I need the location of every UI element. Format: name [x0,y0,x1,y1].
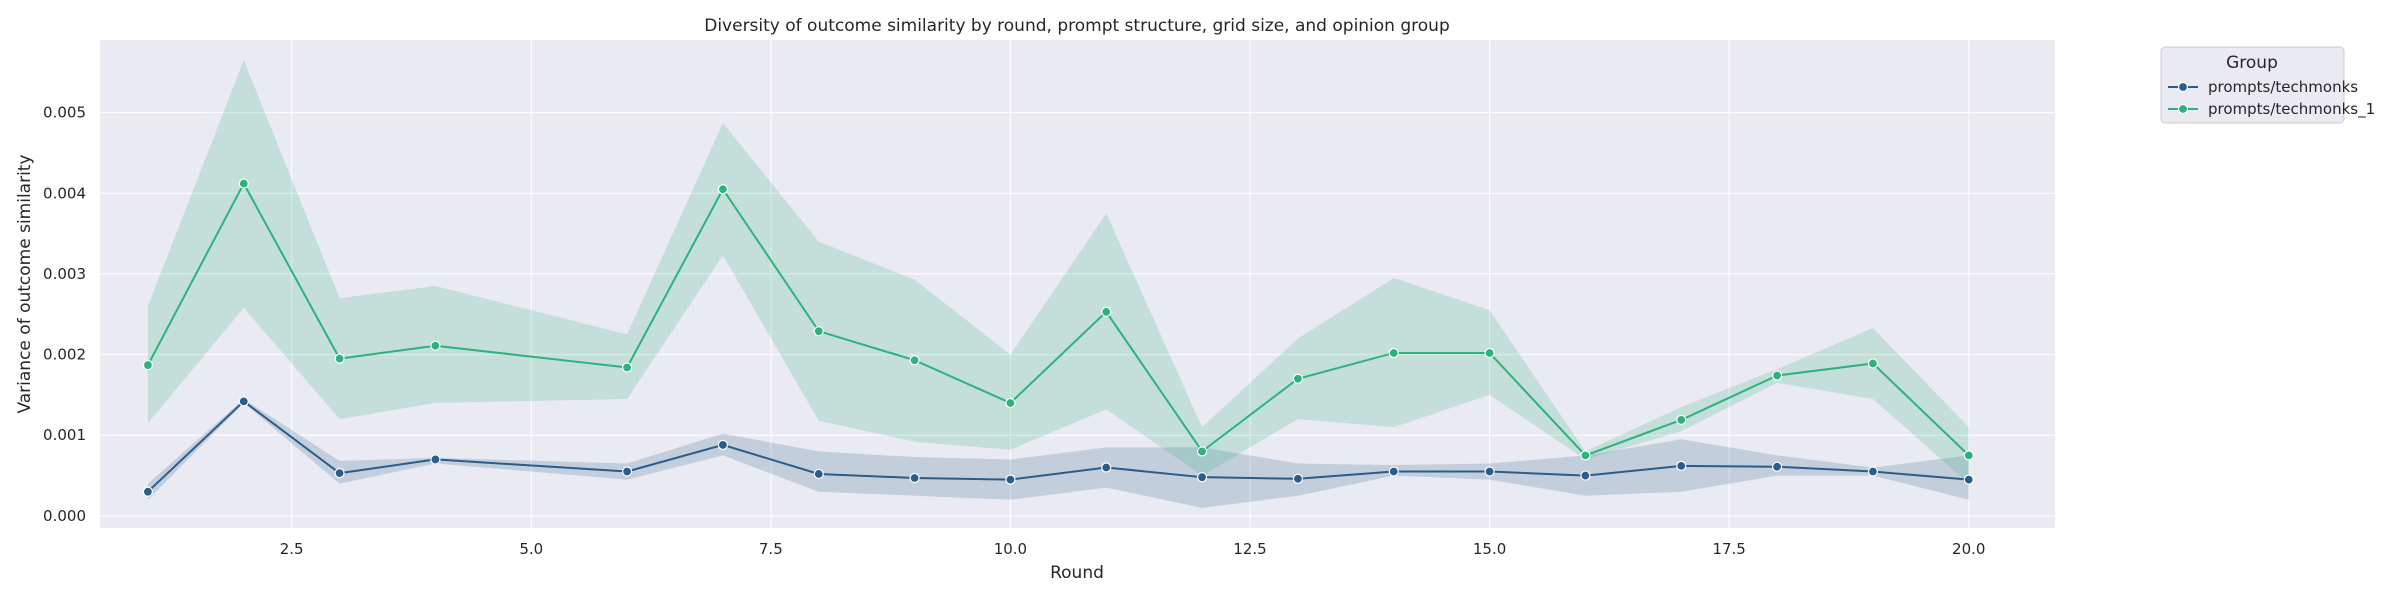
data-point [813,468,824,480]
legend-marker [2177,81,2189,93]
data-point [1867,466,1879,477]
data-point [1005,474,1016,485]
data-point [1292,373,1304,384]
data-point [238,396,249,407]
data-point [1388,347,1399,359]
data-point [142,486,154,497]
y-axis-label: Variance of outcome similarity [15,154,35,413]
data-point [430,340,441,351]
data-point [1005,397,1016,409]
data-point [334,353,345,364]
x-tick-label: 12.5 [1233,540,1266,558]
ci-band-series-1 [147,398,1969,508]
data-point [1484,466,1495,477]
series-markers [142,178,1974,497]
data-point [909,355,920,366]
data-point [1963,474,1974,485]
data-point [1771,370,1783,381]
data-point [717,439,729,451]
y-tick-label: 0.005 [43,104,86,122]
legend-label: prompts/techmonks [2208,78,2358,96]
data-point [1196,446,1208,457]
data-point [813,326,824,337]
legend-marker [2177,103,2189,115]
data-point [1388,466,1399,477]
data-point [1963,450,1974,461]
data-point [621,362,633,373]
y-tick-label: 0.001 [43,426,86,444]
data-point [717,184,729,195]
data-point [1196,472,1208,483]
data-point [1101,306,1112,317]
y-tick-label: 0.002 [43,346,86,364]
data-point [1580,470,1591,481]
legend-label: prompts/techmonks_1 [2208,100,2375,119]
y-tick-label: 0.003 [43,265,86,283]
x-tick-label: 15.0 [1473,540,1506,558]
chart-title: Diversity of outcome similarity by round… [704,16,1450,36]
y-tick-label: 0.000 [43,507,86,525]
x-axis-label: Round [1050,563,1104,583]
data-point [621,466,633,477]
x-tick-label: 10.0 [994,540,1027,558]
data-point [142,359,154,371]
data-point [1580,450,1591,461]
data-point [1101,462,1112,473]
data-point [1676,414,1687,426]
x-tick-label: 17.5 [1712,540,1745,558]
data-point [1292,473,1304,484]
y-tick-label: 0.004 [43,184,86,202]
data-point [1867,358,1879,369]
x-tick-label: 20.0 [1952,540,1985,558]
x-tick-label: 7.5 [759,540,783,558]
x-axis-ticks: 2.5 5.0 7.5 10.0 12.5 15.0 17.5 20.0 [280,540,1986,558]
y-axis-ticks: 0.000 0.001 0.002 0.003 0.004 0.005 [43,104,86,525]
data-point [909,472,920,484]
x-tick-label: 5.0 [519,540,543,558]
legend-box [2160,46,2345,124]
data-point [1484,347,1495,359]
data-point [430,454,441,465]
x-tick-label: 2.5 [280,540,304,558]
data-point [1771,461,1783,472]
data-point [1676,460,1687,471]
data-point [238,178,249,189]
data-point [334,468,345,479]
legend-title: Group [2226,53,2278,73]
legend: Group prompts/techmonksprompts/techmonks… [2160,46,2375,124]
gridlines [100,40,2055,528]
legend-entries: prompts/techmonks prompts/techmonks_1 [2168,78,2375,119]
